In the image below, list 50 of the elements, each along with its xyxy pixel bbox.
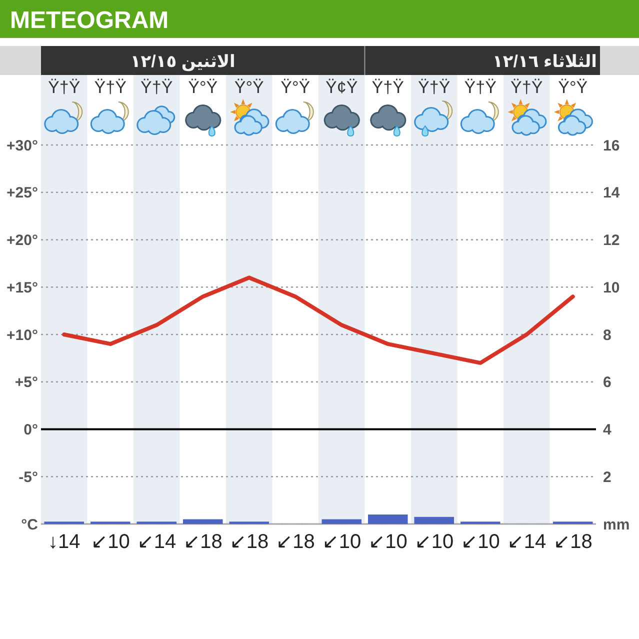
text: ↙18 bbox=[553, 531, 592, 553]
bar bbox=[368, 514, 408, 524]
line-series bbox=[62, 276, 575, 365]
y2-tick-label: mm bbox=[603, 516, 630, 534]
y-tick-label: +30° bbox=[6, 137, 38, 154]
text: ↙10 bbox=[322, 531, 362, 553]
x-tick-label: Ÿ°Ÿ bbox=[558, 78, 588, 97]
y2-tick-label: 4 bbox=[603, 422, 612, 438]
y2-tick-label: 6 bbox=[603, 374, 612, 392]
y-tick-label: -5° bbox=[18, 468, 38, 486]
y2-tick-label: 2 bbox=[603, 468, 612, 486]
y2-tick-label: 10 bbox=[603, 279, 620, 296]
x-tick-label: Ÿ°Ÿ bbox=[188, 78, 218, 97]
x-tick-label: Ÿ¢Ÿ bbox=[326, 78, 358, 97]
text: ↙18 bbox=[276, 531, 315, 553]
text: ↓14 bbox=[48, 531, 80, 553]
chart-title: METEOGRAM bbox=[10, 7, 169, 34]
y2-tick-label: 14 bbox=[603, 184, 620, 202]
text: ↙18 bbox=[230, 531, 269, 553]
x-tick-label: Ÿ†Ÿ bbox=[510, 78, 543, 97]
text: ↙10 bbox=[368, 531, 408, 553]
x-tick-label: Ÿ†Ÿ bbox=[48, 78, 80, 97]
y2-tick-label: 8 bbox=[603, 326, 612, 344]
text: ↙18 bbox=[183, 531, 222, 553]
x-tick-label: Ÿ†Ÿ bbox=[464, 78, 496, 97]
text: الثلاثاء ١٢/١٦ bbox=[492, 52, 597, 71]
x-tick-label: Ÿ†Ÿ bbox=[372, 78, 404, 97]
bar bbox=[414, 516, 454, 524]
x-tick-label: Ÿ†Ÿ bbox=[94, 78, 126, 97]
bar bbox=[322, 519, 362, 524]
y-tick-label: +15° bbox=[6, 279, 38, 296]
y2-tick-label: 12 bbox=[603, 232, 620, 249]
text: ↙10 bbox=[460, 531, 500, 553]
text: الاثنين ١٢/١٥ bbox=[130, 52, 236, 72]
y-tick-label: +10° bbox=[6, 326, 38, 344]
text: ↙10 bbox=[90, 531, 130, 553]
y-tick-label: °C bbox=[21, 516, 38, 534]
y-tick-label: +25° bbox=[6, 184, 38, 202]
x-tick-label: Ÿ†Ÿ bbox=[418, 78, 450, 97]
text: ↙14 bbox=[137, 531, 176, 553]
bar bbox=[182, 519, 223, 524]
text: ↙14 bbox=[507, 531, 546, 553]
x-tick-label: Ÿ°Ÿ bbox=[280, 78, 310, 97]
y-tick-label: +20° bbox=[6, 232, 38, 249]
text: ↙10 bbox=[414, 531, 454, 553]
y2-tick-label: 16 bbox=[603, 137, 620, 154]
x-tick-label: Ÿ†Ÿ bbox=[140, 78, 173, 97]
y-tick-label: +5° bbox=[14, 374, 38, 392]
x-tick-label: Ÿ°Ÿ bbox=[234, 78, 264, 97]
y-tick-label: 0° bbox=[24, 422, 38, 438]
